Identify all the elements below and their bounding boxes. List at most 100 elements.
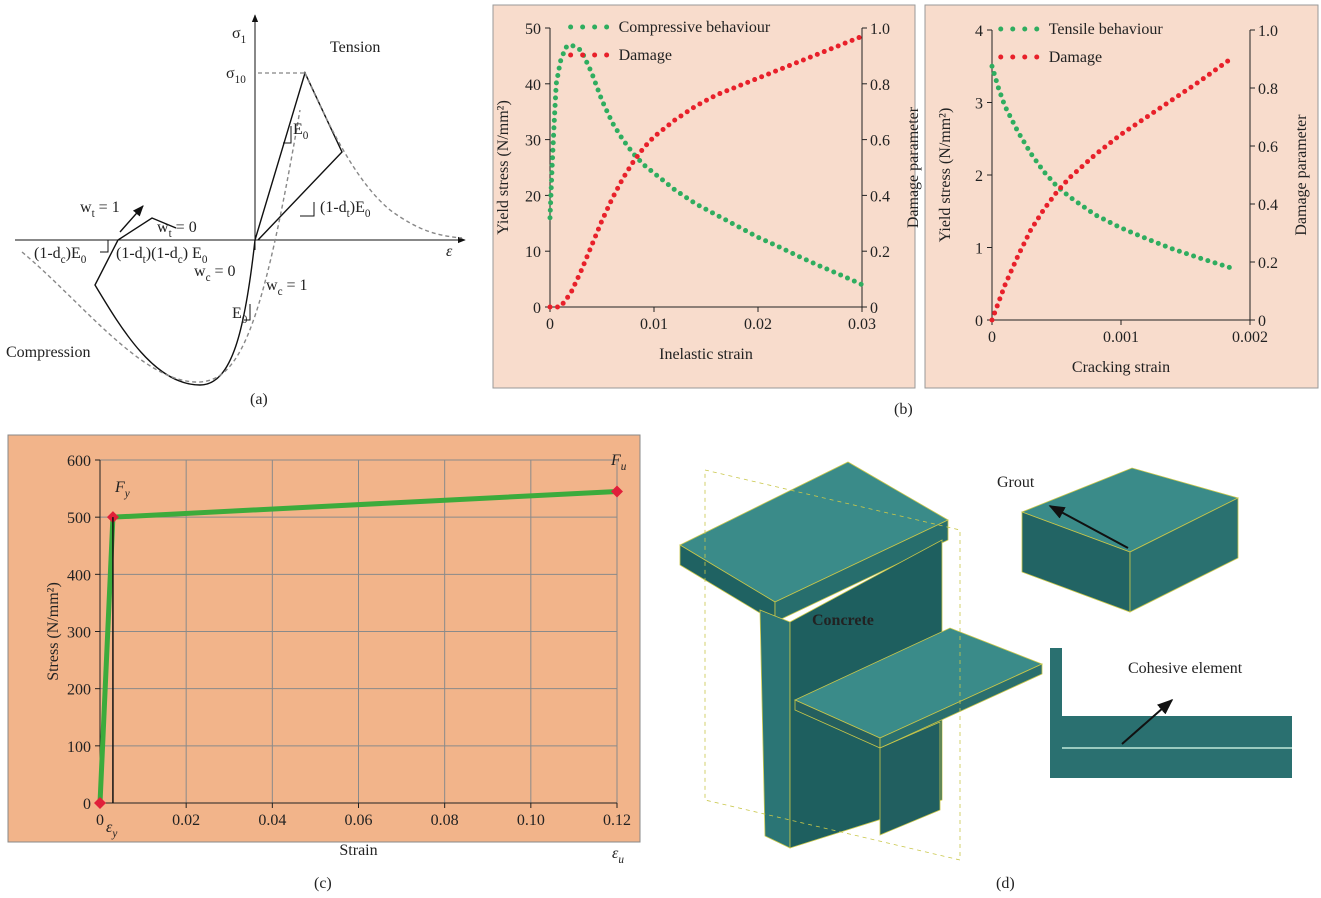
label: wc = 1 (266, 277, 308, 298)
text-part: )(1-d (146, 245, 178, 262)
text-part: Cohesive element (1128, 660, 1243, 677)
text-part: E (232, 305, 242, 322)
subscript: 0 (365, 208, 371, 220)
label: wt = 0 (157, 219, 197, 240)
y2-tick-label: 0.2 (870, 244, 890, 261)
text-part: (1-d (320, 199, 347, 216)
subscript: u (621, 461, 627, 473)
legend-marker (1022, 55, 1027, 60)
legend-marker (568, 53, 573, 58)
y-tick-label: 0 (83, 796, 91, 813)
y2-tick-label: 0 (1258, 313, 1266, 330)
y-tick-label: 10 (525, 244, 541, 261)
label: Compression (6, 344, 90, 361)
y2-tick-label: 0.4 (1258, 197, 1278, 214)
x-axis-label: Strain (339, 842, 377, 859)
text-part: w (194, 263, 206, 280)
caption: (c) (314, 875, 332, 892)
y-tick-label: 4 (975, 23, 983, 40)
y-tick-label: 200 (67, 682, 91, 699)
legend-marker (1010, 55, 1015, 60)
legend-label: Tensile behaviour (1049, 21, 1164, 38)
y-tick-label: 300 (67, 625, 91, 642)
y2-tick-label: 0.6 (1258, 139, 1278, 156)
column-side (760, 610, 790, 848)
label: σ10 (226, 65, 246, 86)
x-axis-label: Inelastic strain (659, 346, 753, 363)
legend-label: Damage (1049, 49, 1102, 66)
label: Tension (330, 39, 380, 56)
y2-tick-label: 0 (870, 300, 878, 317)
text-part: Concrete (812, 612, 874, 629)
x-tick-label: 0.002 (1232, 329, 1268, 346)
label: (1-dt)E0 (320, 199, 371, 220)
y2-axis-label: Damage parameter (905, 106, 922, 228)
caption: (d) (996, 875, 1015, 892)
y2-tick-label: 1.0 (870, 21, 890, 38)
label: Grout (997, 474, 1035, 491)
legend-marker (568, 25, 573, 30)
y-tick-label: 400 (67, 567, 91, 584)
y-tick-label: 0 (975, 313, 983, 330)
legend-marker (580, 25, 585, 30)
y2-tick-label: 0.8 (1258, 81, 1278, 98)
legend-marker (998, 55, 1003, 60)
slope-mark (100, 240, 108, 252)
x-tick-label: 0.04 (258, 812, 286, 829)
text-part: )E (66, 245, 81, 262)
x-tick-label: 0.001 (1103, 329, 1139, 346)
legend-marker (1010, 27, 1015, 32)
subscript: y (111, 828, 117, 840)
legend-marker (1034, 27, 1039, 32)
x-tick-label: 0 (988, 329, 996, 346)
text-part: ) E (183, 245, 202, 262)
y2-tick-label: 0.6 (870, 133, 890, 150)
label: Cohesive element (1128, 660, 1243, 677)
y-axis-label: Stress (N/mm²) (45, 582, 62, 681)
x-tick-label: 0.06 (345, 812, 373, 829)
legend-marker (592, 25, 597, 30)
text-part: F (114, 479, 125, 496)
y-tick-label: 20 (525, 188, 541, 205)
legend-marker (1022, 27, 1027, 32)
label: wc = 0 (194, 263, 236, 284)
y-tick-label: 3 (975, 96, 983, 113)
compression-path (95, 218, 255, 385)
label: wt = 1 (80, 199, 120, 220)
subscript: 0 (303, 130, 309, 142)
legend-marker (580, 53, 585, 58)
caption: (a) (250, 391, 268, 408)
x-tick-label: 0.02 (172, 812, 200, 829)
x-tick-label: 0 (96, 812, 104, 829)
subscript: y (124, 488, 130, 500)
text-part: Grout (997, 474, 1035, 491)
x-tick-label: 0.12 (603, 812, 631, 829)
text-part: w (157, 219, 169, 236)
y-tick-label: 100 (67, 739, 91, 756)
arrow (120, 206, 143, 232)
text-part: = 0 (172, 219, 197, 236)
subscript: 10 (235, 74, 247, 86)
x-tick-label: 0.03 (848, 316, 876, 333)
subscript: 0 (81, 254, 87, 266)
text-part: E (293, 121, 303, 138)
plot-background (550, 28, 862, 307)
y-tick-label: 0 (533, 300, 541, 317)
label: ε (446, 243, 453, 260)
y-tick-label: 30 (525, 133, 541, 150)
figure: σ1Tensionσ10E0(1-dt)E0wt = 1wt = 0(1-dc)… (0, 0, 1321, 898)
y2-tick-label: 0.4 (870, 188, 890, 205)
subscript: 0 (242, 314, 248, 326)
legend-marker (592, 53, 597, 58)
text-part: F (610, 452, 621, 469)
y-tick-label: 500 (67, 510, 91, 527)
x-axis-label: Cracking strain (1072, 359, 1170, 376)
legend-label: Compressive behaviour (619, 19, 771, 36)
cohesive-web (1050, 648, 1062, 778)
y-tick-label: 40 (525, 77, 541, 94)
label: Concrete (812, 612, 874, 629)
y2-tick-label: 1.0 (1258, 23, 1278, 40)
subscript: 1 (241, 34, 247, 46)
subscript: u (618, 854, 624, 866)
text-part: w (266, 277, 278, 294)
